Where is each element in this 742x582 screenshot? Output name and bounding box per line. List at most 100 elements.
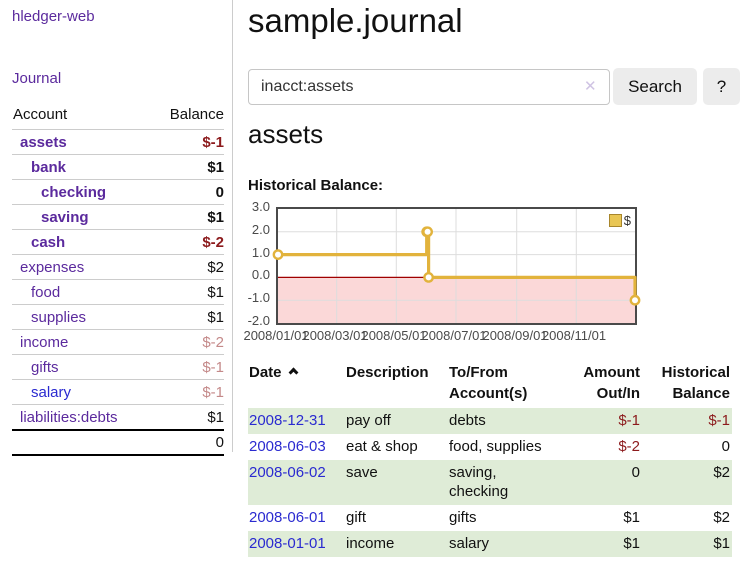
transaction-amount: $1 [548, 531, 642, 557]
sidebar-account-link[interactable]: gifts [31, 359, 59, 376]
transaction-date-link[interactable]: 2008-06-02 [249, 464, 326, 481]
account-balance: $-2 [151, 329, 224, 355]
app-brand-link[interactable]: hledger-web [12, 8, 95, 25]
legend-label: $ [623, 213, 631, 228]
transaction-accounts: gifts [449, 509, 477, 526]
transaction-row: 2008-01-01 income salary $1 $1 [248, 531, 732, 557]
transaction-amount: $1 [623, 509, 640, 526]
transaction-description: save [345, 460, 448, 505]
y-tick-label: -2.0 [247, 313, 270, 328]
sort-asc-icon [288, 367, 298, 378]
x-tick-label: 2008/09/01 [482, 328, 548, 343]
search-button[interactable]: Search [613, 68, 697, 105]
accounts-table: Account Balance assets $-1 bank $1 checking 0… [12, 103, 224, 456]
account-balance: $-2 [151, 229, 224, 255]
transactions-table: Date Description To/From Account(s) Amount Ou… [248, 360, 732, 557]
sidebar-account-link[interactable]: liabilities:debts [20, 409, 118, 426]
transaction-amount: $-2 [618, 438, 640, 455]
transaction-date-link[interactable]: 2008-01-01 [249, 535, 326, 552]
account-balance: $-1 [151, 129, 224, 155]
account-balance: $1 [151, 154, 224, 180]
sidebar-account-link[interactable]: checking [41, 184, 107, 201]
accounts-header-account: Account [12, 103, 152, 130]
chart-canvas [272, 209, 641, 323]
balance-chart[interactable]: $ [272, 207, 641, 325]
transaction-description: eat & shop [346, 438, 418, 455]
account-balance: 0 [151, 179, 224, 205]
transactions-header-row: Date Description To/From Account(s) Amount Ou… [248, 360, 732, 408]
account-balance: $1 [151, 404, 224, 431]
x-tick-label: 2008/03/01 [302, 328, 368, 343]
accounts-header-row: Account Balance [12, 103, 224, 130]
accounts-total-row: 0 [12, 430, 224, 456]
account-row: assets $-1 [12, 129, 224, 155]
help-button[interactable]: ? [703, 68, 740, 105]
transaction-description: pay off [345, 408, 448, 434]
clear-search-icon[interactable]: ✕ [584, 78, 597, 95]
account-balance: $-1 [151, 379, 224, 405]
sidebar-item-journal[interactable]: Journal [12, 70, 62, 87]
y-tick-label: 2.0 [251, 222, 270, 237]
sidebar-account-link[interactable]: assets [20, 134, 67, 151]
transaction-row: 2008-06-03 eat & shop food, supplies $-2 0 [248, 434, 732, 460]
transaction-balance: $-1 [642, 408, 732, 434]
transaction-accounts: salary [448, 531, 548, 557]
account-balance: $2 [151, 254, 224, 280]
transaction-balance: $2 [642, 460, 732, 505]
column-header-description: Description [346, 364, 429, 381]
account-row: food $1 [12, 279, 224, 305]
x-tick-label: 2008/11/01 [541, 328, 607, 343]
account-row: bank $1 [12, 154, 224, 180]
sidebar-account-link[interactable]: cash [31, 234, 66, 251]
account-balance: $1 [151, 279, 224, 305]
sidebar-account-link[interactable]: expenses [20, 259, 85, 276]
x-tick-label: 2008/01/01 [243, 328, 309, 343]
accounts-header-balance: Balance [151, 103, 224, 130]
account-balance: $1 [151, 204, 224, 230]
account-row: saving $1 [12, 204, 224, 230]
sidebar-account-link[interactable]: salary [31, 384, 72, 401]
account-row: cash $-2 [12, 229, 224, 255]
sidebar-account-link[interactable]: supplies [31, 309, 87, 326]
x-tick-label: 2008/07/01 [421, 328, 487, 343]
transaction-description: income [345, 531, 448, 557]
transaction-accounts: saving, checking [448, 460, 548, 505]
column-header-accounts: To/From Account(s) [449, 364, 528, 402]
accounts-total-value: 0 [151, 430, 224, 456]
transaction-accounts: debts [448, 408, 548, 434]
transaction-accounts: food, supplies [449, 438, 542, 455]
y-tick-label: 0.0 [251, 267, 270, 282]
transaction-balance: $2 [713, 509, 730, 526]
y-tick-label: 3.0 [251, 199, 270, 214]
column-header-date[interactable]: Date [248, 360, 345, 408]
account-balance: $1 [151, 304, 224, 330]
transaction-date-link[interactable]: 2008-12-31 [249, 412, 326, 429]
page-title: sample.journal [248, 2, 463, 39]
y-tick-label: 1.0 [251, 245, 270, 260]
account-section-title: assets [248, 119, 324, 149]
transaction-balance: 0 [721, 438, 730, 455]
account-row: liabilities:debts $1 [12, 404, 224, 431]
transaction-row: 2008-06-01 gift gifts $1 $2 [248, 505, 732, 531]
sidebar-account-link[interactable]: income [20, 334, 69, 351]
account-row: salary $-1 [12, 379, 224, 405]
x-tick-label: 2008/05/01 [361, 328, 427, 343]
sidebar-account-link[interactable]: bank [31, 159, 67, 176]
transaction-row: 2008-06-02 save saving, checking 0 $2 [248, 460, 732, 505]
transaction-date-link[interactable]: 2008-06-01 [249, 509, 326, 526]
search-input[interactable] [248, 69, 610, 105]
column-header-amount: Amount Out/In [583, 364, 640, 402]
account-row: supplies $1 [12, 304, 224, 330]
chart-legend: $ [608, 213, 631, 228]
legend-swatch-icon [608, 214, 622, 227]
account-row: checking 0 [12, 179, 224, 205]
account-row: expenses $2 [12, 254, 224, 280]
chart-title: Historical Balance: [248, 177, 384, 194]
sidebar-account-link[interactable]: saving [41, 209, 89, 226]
column-header-balance: Historical Balance [661, 364, 730, 402]
transaction-date-link[interactable]: 2008-06-03 [249, 438, 326, 455]
transaction-balance: $1 [642, 531, 732, 557]
sidebar-account-link[interactable]: food [31, 284, 61, 301]
transaction-description: gift [346, 509, 367, 526]
transaction-amount: 0 [548, 460, 642, 505]
